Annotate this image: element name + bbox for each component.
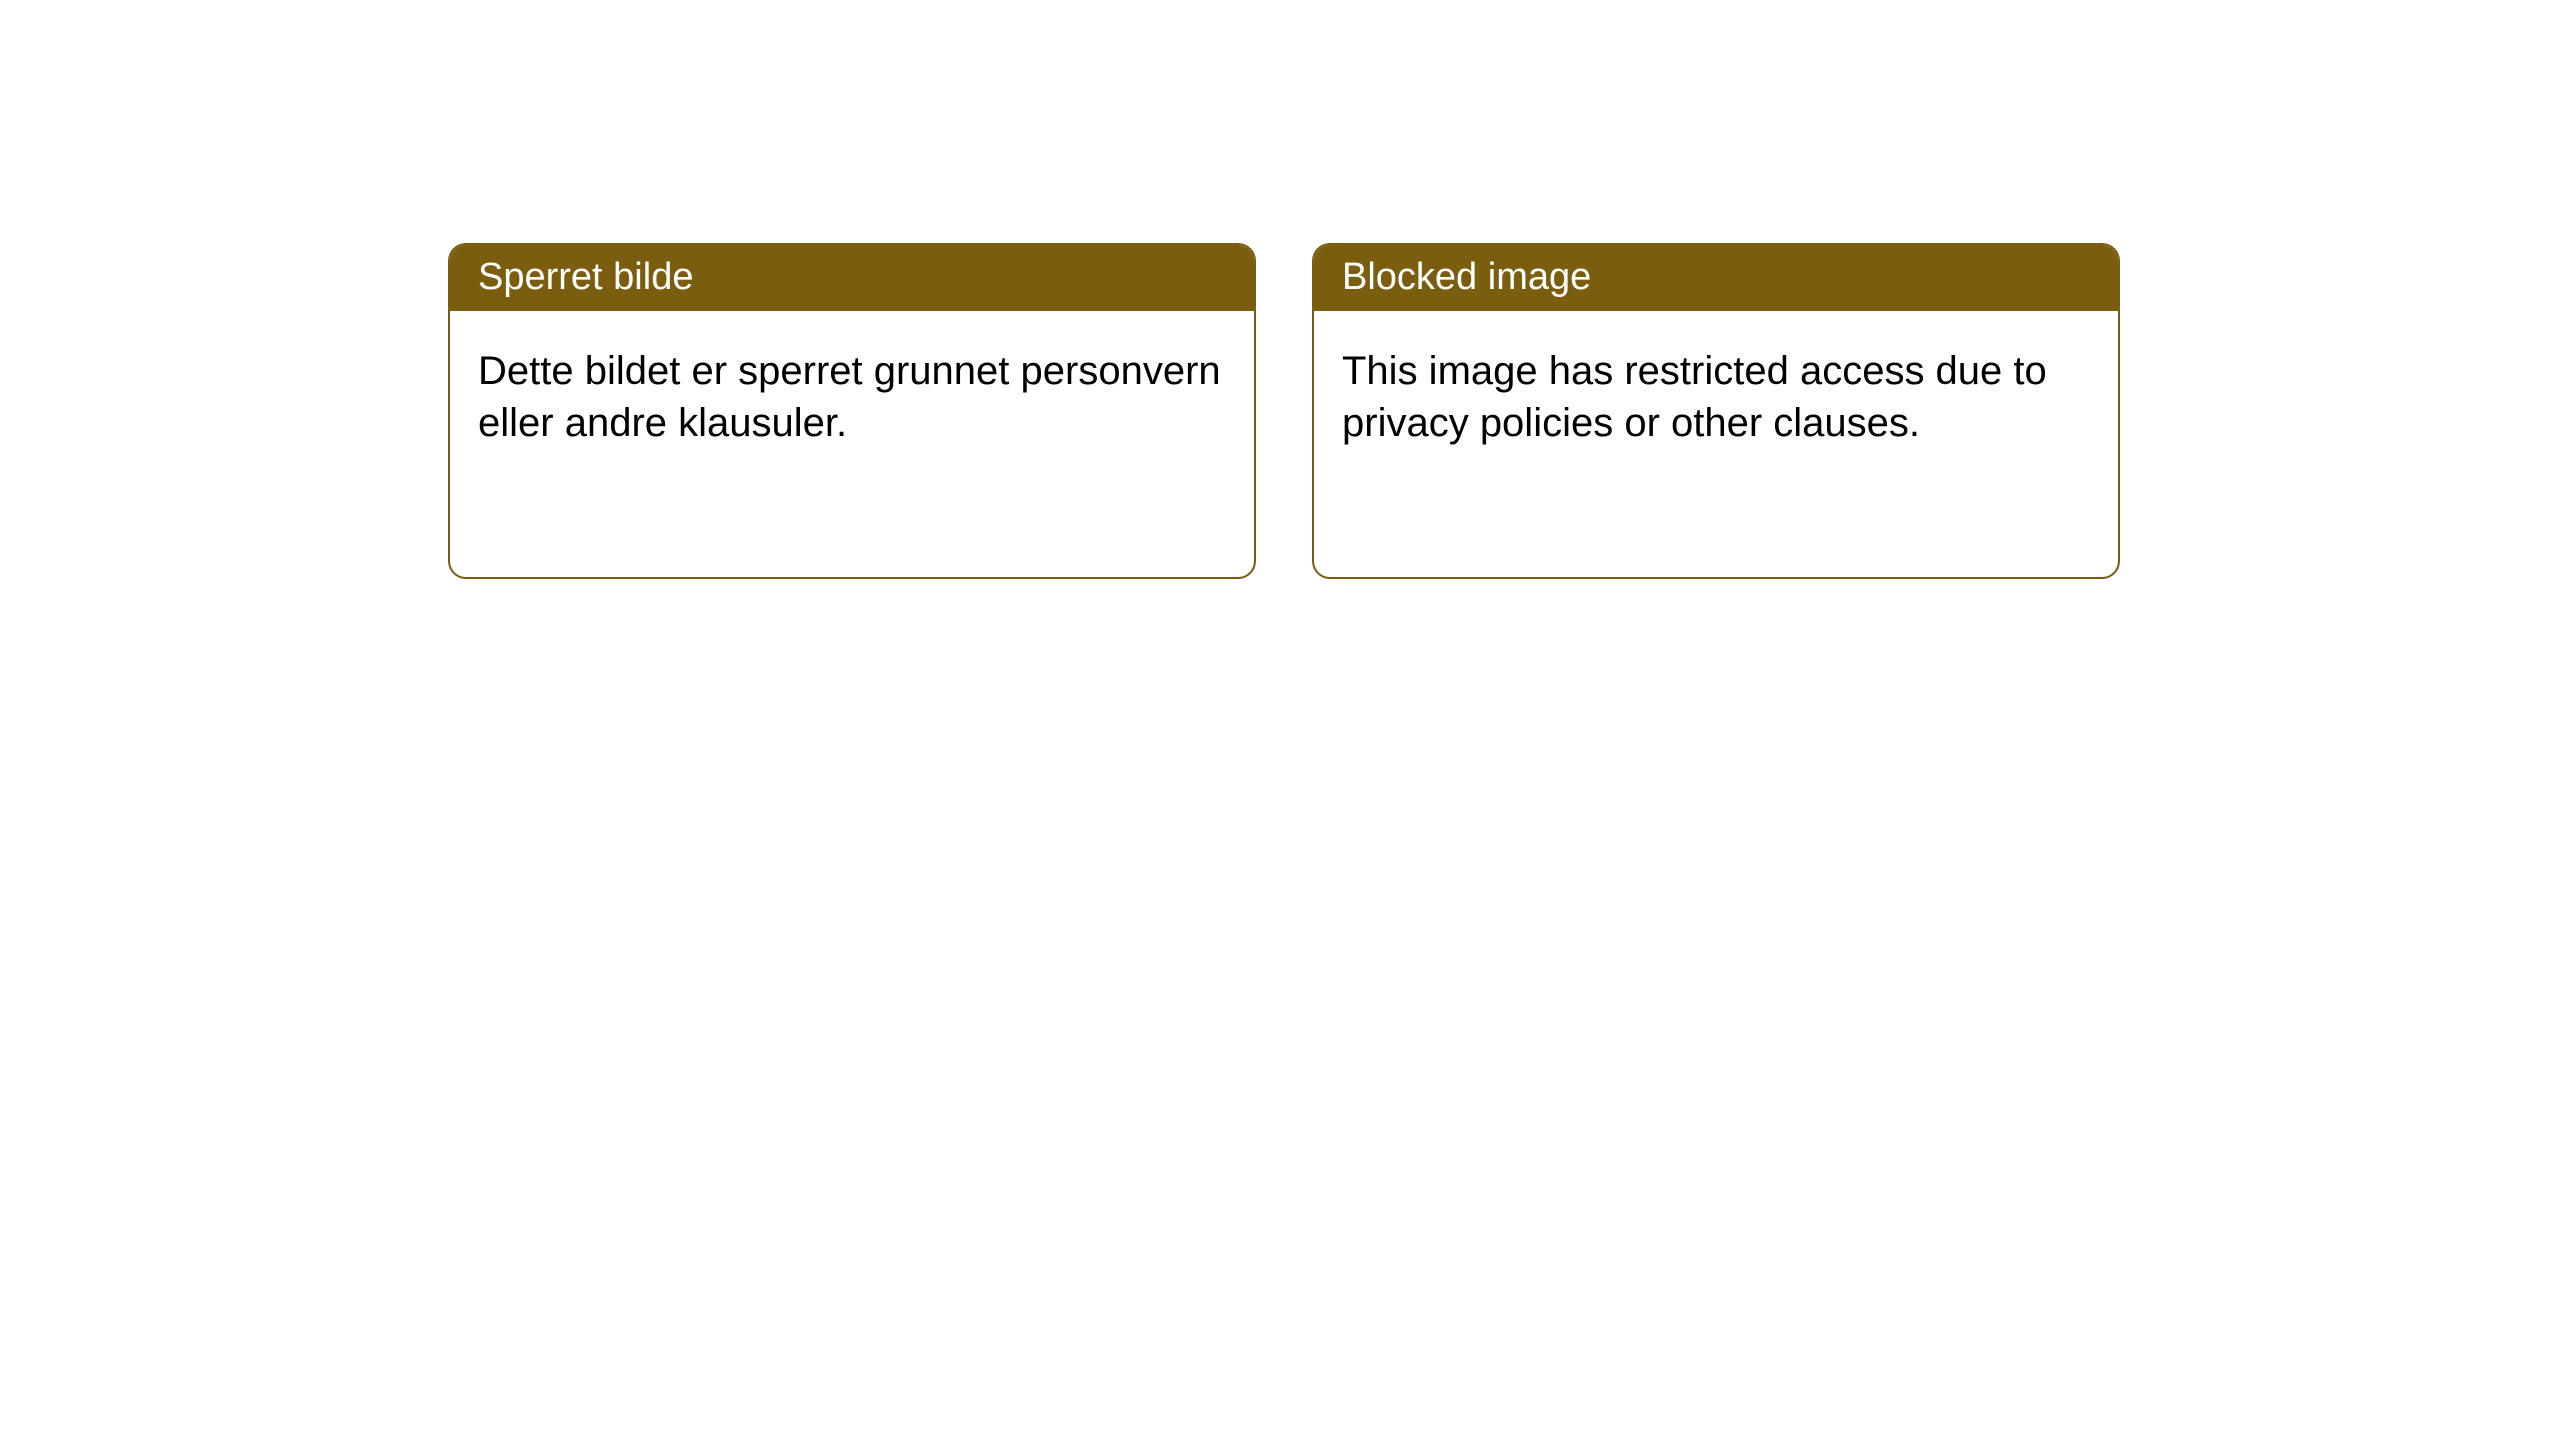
card-body: This image has restricted access due to … xyxy=(1314,311,2118,485)
card-body: Dette bildet er sperret grunnet personve… xyxy=(450,311,1254,485)
card-header: Blocked image xyxy=(1314,245,2118,311)
notice-card-norwegian: Sperret bilde Dette bildet er sperret gr… xyxy=(448,243,1256,579)
notice-card-english: Blocked image This image has restricted … xyxy=(1312,243,2120,579)
notice-container: Sperret bilde Dette bildet er sperret gr… xyxy=(448,243,2120,579)
card-header: Sperret bilde xyxy=(450,245,1254,311)
